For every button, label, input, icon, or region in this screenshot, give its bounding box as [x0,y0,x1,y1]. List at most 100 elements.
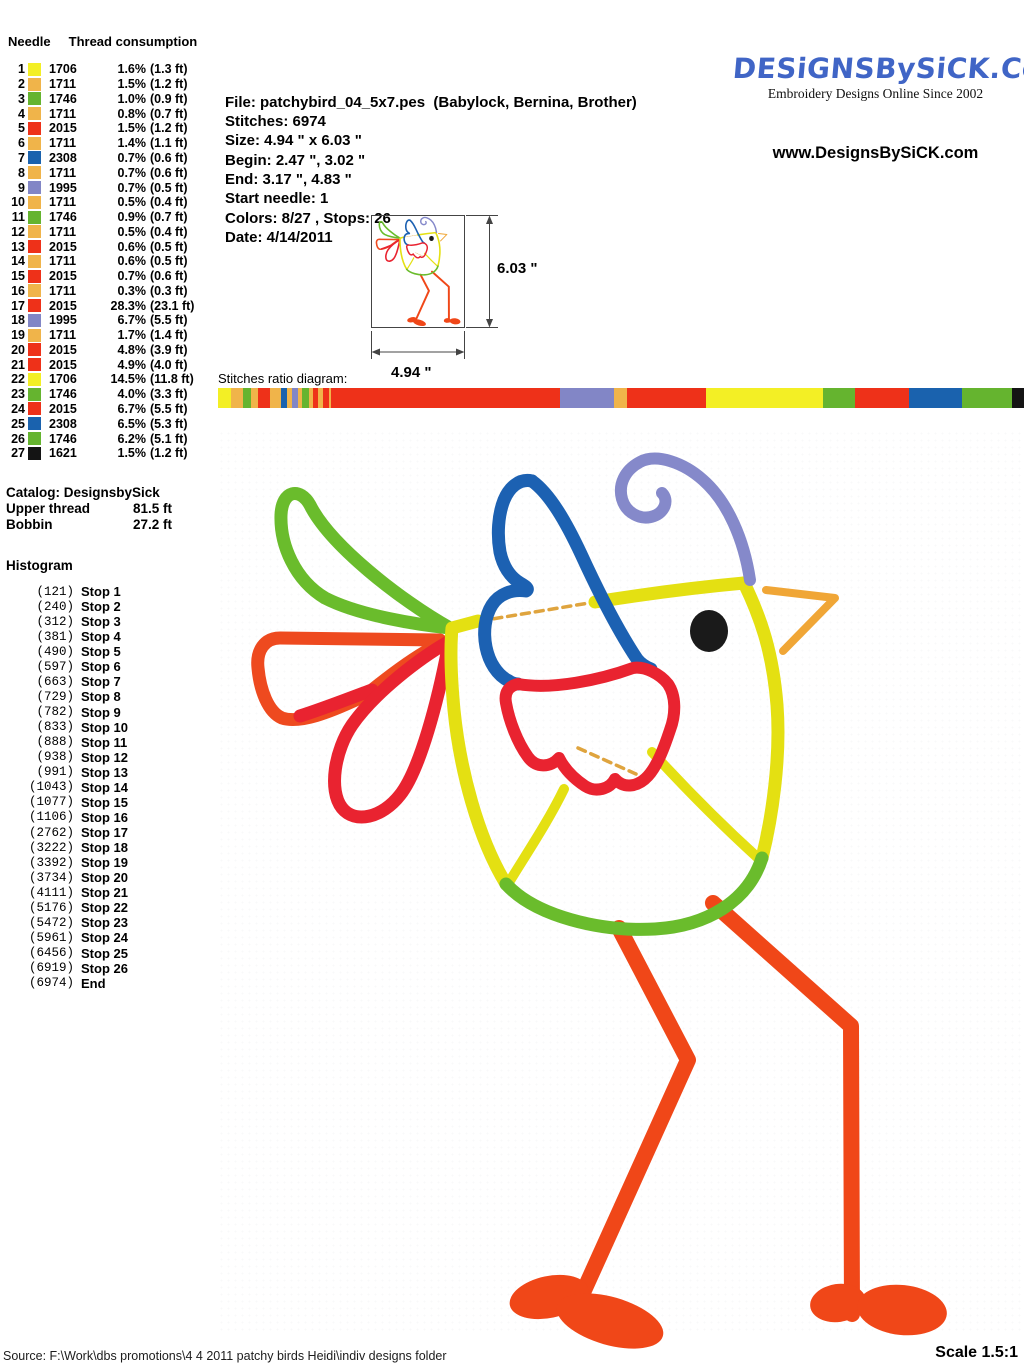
consumption-feet: (23.1 ft) [150,298,195,313]
needle-table-row: 16 1711 0.3% (0.3 ft) [0,283,218,298]
thread-color-swatch [28,62,41,76]
stitch-count: (663) [36,674,74,689]
ratio-segment [301,388,310,408]
thread-code: 2015 [49,357,77,372]
needle-number: 14 [11,254,25,269]
file-info-line: Size: 4.94 " x 6.03 " [225,132,362,150]
needle-number: 21 [11,357,25,372]
consumption-feet: (0.9 ft) [150,91,188,106]
thread-color-swatch [28,284,41,298]
stitch-count: (729) [36,689,74,704]
stop-label: Stop 11 [81,734,128,750]
needle-number: 7 [18,150,25,165]
ratio-segment [230,388,244,408]
ratio-segment [331,388,560,408]
dimension-arrowheads [371,215,493,356]
file-info-line: End: 3.17 ", 4.83 " [225,171,352,189]
needle-table-row: 11 1746 0.9% (0.7 ft) [0,210,218,225]
consumption-feet: (1.4 ft) [150,328,188,343]
ratio-segment [286,388,293,408]
stitches-ratio-bar [218,388,1024,408]
stop-label: End [81,975,106,991]
consumption-percent: 1.5% [117,77,147,92]
consumption-feet: (0.5 ft) [150,180,188,195]
bird-design [251,452,947,1349]
ratio-segment [613,388,628,408]
consumption-feet: (0.3 ft) [150,283,188,298]
thread-code: 2015 [49,342,77,357]
thread-color-swatch [28,328,41,342]
ratio-segment [666,388,706,408]
histogram-row: (833) Stop 10 [0,720,140,735]
stitch-count: (888) [36,735,74,750]
stitch-count: (2762) [28,825,74,840]
needle-table-row: 14 1711 0.6% (0.5 ft) [0,254,218,269]
consumption-feet: (3.9 ft) [150,342,188,357]
stitch-count: (381) [36,629,74,644]
consumption-percent: 1.4% [117,136,147,151]
stitch-count: (1043) [28,780,74,795]
ratio-segment [309,388,314,408]
stop-label: Stop 18 [81,840,128,856]
consumption-percent: 4.9% [117,357,147,372]
stitch-count: (5961) [28,930,74,945]
catalog-row-value: 27.2 ft [132,517,172,532]
needle-number: 17 [11,298,25,313]
stitch-count: (1077) [28,795,74,810]
consumption-percent: 4.8% [117,342,147,357]
thread-code: 1746 [49,210,77,225]
source-path: Source: F:\Work\dbs promotions\4 4 2011 … [3,1349,447,1363]
catalog-row-label: Upper thread [6,501,91,516]
consumption-feet: (0.5 ft) [150,239,188,254]
file-info-line: Start needle: 1 [225,190,329,208]
ratio-segment [627,388,667,408]
needle-table-row: 7 2308 0.7% (0.6 ft) [0,151,218,166]
consumption-feet: (5.3 ft) [150,416,188,431]
stop-label: Stop 15 [81,794,128,810]
needle-table-row: 3 1746 1.0% (0.9 ft) [0,92,218,107]
consumption-column-header: Thread consumption [68,34,198,49]
stitch-count: (3734) [28,870,74,885]
histogram-row: (938) Stop 12 [0,750,140,765]
histogram-row: (3392) Stop 19 [0,855,140,870]
thread-code: 2308 [49,416,77,431]
stop-label: Stop 2 [81,599,121,615]
bird-feet [509,1274,947,1349]
needle-number: 24 [11,401,25,416]
catalog-block: Catalog: DesignsbySick Upper thread 81.5… [6,485,172,533]
stitch-count: (5472) [28,915,74,930]
stitch-count: (782) [36,705,74,720]
histogram-row: (312) Stop 3 [0,614,140,629]
consumption-percent: 0.7% [117,165,147,180]
needle-table-row: 22 1706 14.5% (11.8 ft) [0,372,218,387]
thread-code: 1711 [49,283,77,298]
consumption-percent: 0.5% [117,195,147,210]
needle-number: 4 [18,106,25,121]
needle-table-row: 10 1711 0.5% (0.4 ft) [0,195,218,210]
stitch-count: (121) [36,584,74,599]
stitch-count: (240) [36,599,74,614]
beak [762,586,839,655]
thread-color-swatch [28,402,41,416]
needle-number: 6 [18,136,25,151]
thread-code: 1995 [49,180,77,195]
histogram-row: (597) Stop 6 [0,659,140,674]
consumption-feet: (3.3 ft) [150,387,188,402]
consumption-feet: (5.1 ft) [150,431,188,446]
consumption-feet: (0.6 ft) [150,165,188,180]
stitch-count: (1106) [28,810,74,825]
needle-number: 16 [11,283,25,298]
needle-number: 3 [18,91,25,106]
thread-color-swatch [28,432,41,446]
consumption-feet: (1.2 ft) [150,121,188,136]
catalog-row-value: 81.5 ft [132,501,172,516]
stop-label: Stop 8 [81,689,121,705]
consumption-feet: (0.5 ft) [150,254,188,269]
body-outline-yellow [444,576,785,891]
bird-legs [573,895,860,1322]
consumption-feet: (0.6 ft) [150,269,188,284]
file-info-line: File: patchybird_04_5x7.pes (Babylock, B… [225,93,637,111]
consumption-percent: 0.3% [117,283,147,298]
thread-code: 2015 [49,121,77,136]
needle-table-row: 9 1995 0.7% (0.5 ft) [0,180,218,195]
